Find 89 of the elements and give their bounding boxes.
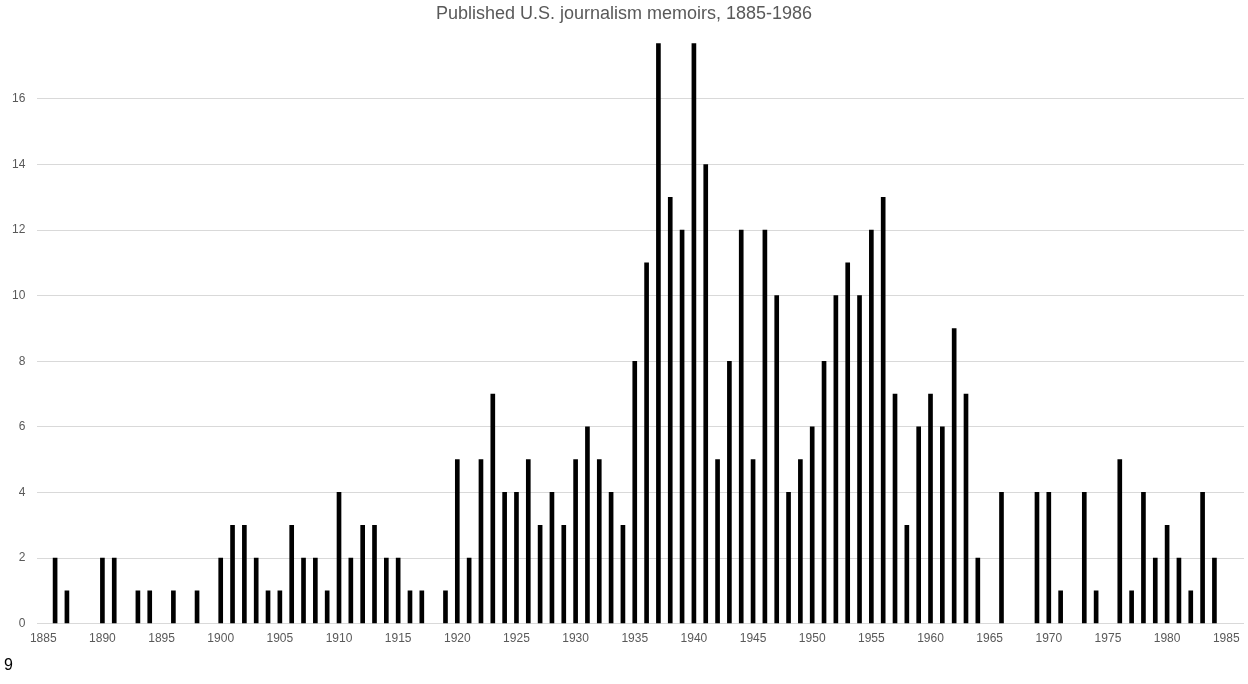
bar (1117, 459, 1123, 624)
bar (857, 295, 862, 624)
bar (1129, 590, 1134, 624)
bar (573, 459, 578, 624)
bar (514, 492, 519, 624)
bar (313, 557, 318, 624)
bar (301, 557, 306, 624)
bar (869, 229, 874, 624)
x-tick-label: 1905 (266, 631, 294, 646)
bar (809, 426, 815, 624)
y-tick-label: 8 (18, 353, 26, 368)
bar (490, 393, 496, 624)
bar (1081, 492, 1087, 624)
x-tick-label: 1950 (798, 631, 826, 646)
bar (111, 557, 117, 624)
bar (1141, 492, 1146, 624)
bar (727, 360, 732, 624)
y-tick-label: 4 (18, 484, 26, 499)
y-tick-label: 14 (11, 156, 26, 171)
x-tick-label: 1960 (917, 631, 945, 646)
bar (928, 393, 933, 624)
bar (703, 164, 709, 624)
bar (1188, 590, 1194, 624)
bar (100, 557, 105, 624)
bar (230, 524, 235, 624)
x-tick-label: 1945 (739, 631, 767, 646)
chart-title: Published U.S. journalism memoirs, 1885-1986 (434, 2, 814, 25)
bar (798, 459, 803, 624)
bar (502, 492, 507, 624)
y-tick-label: 0 (18, 615, 26, 630)
x-tick-label: 1915 (384, 631, 412, 646)
bar (372, 524, 377, 624)
y-tick-label: 6 (18, 419, 26, 434)
x-tick-label: 1970 (1035, 631, 1063, 646)
x-tick-label: 1985 (1212, 631, 1240, 646)
x-tick-label: 1890 (89, 631, 117, 646)
bar (715, 459, 720, 624)
bar (218, 557, 224, 624)
x-tick-label: 1925 (503, 631, 531, 646)
bar (253, 557, 259, 624)
bar (1046, 492, 1052, 624)
bar (454, 459, 460, 624)
y-tick-label: 10 (11, 288, 26, 302)
bar (289, 524, 295, 624)
bar (667, 196, 673, 624)
y-tick-label: 16 (11, 91, 26, 106)
x-tick-label: 1955 (858, 631, 886, 646)
y-tick-label: 2 (18, 550, 26, 565)
bar (656, 43, 661, 624)
bar (585, 426, 590, 624)
bar (147, 590, 153, 624)
bar (443, 590, 448, 624)
y-tick-label: 12 (11, 222, 26, 237)
bar (525, 459, 531, 624)
bar (880, 196, 886, 624)
bar (1152, 557, 1158, 624)
x-tick-label: 1910 (325, 631, 353, 646)
x-tick-label: 1900 (207, 631, 235, 646)
text: 9 (4, 656, 13, 674)
bar (384, 557, 389, 624)
bar (774, 295, 780, 624)
bar (738, 229, 744, 624)
bar (561, 524, 567, 624)
bar (596, 459, 602, 624)
x-tick-label: 1965 (976, 631, 1004, 646)
bar (845, 262, 851, 624)
bar (419, 590, 425, 624)
x-tick-label: 1885 (29, 631, 57, 646)
bar (916, 426, 922, 624)
x-tick-label: 1930 (562, 631, 590, 646)
x-tick-label: 1895 (148, 631, 176, 646)
bar (242, 524, 247, 624)
x-tick-label: 1920 (443, 631, 471, 646)
x-tick-label: 1980 (1153, 631, 1181, 646)
bar (940, 426, 945, 624)
x-tick-label: 1975 (1094, 631, 1122, 646)
bar (632, 360, 638, 624)
bar (171, 590, 176, 624)
bar (786, 492, 791, 624)
bar (360, 524, 365, 624)
bar (1200, 492, 1205, 624)
bar (999, 492, 1004, 624)
x-tick-label: 1935 (621, 631, 649, 646)
bar (1058, 590, 1063, 624)
bar (324, 590, 330, 624)
x-tick-label: 1940 (680, 631, 708, 646)
bar (975, 557, 981, 624)
bar (1212, 557, 1217, 624)
bar (644, 262, 649, 624)
